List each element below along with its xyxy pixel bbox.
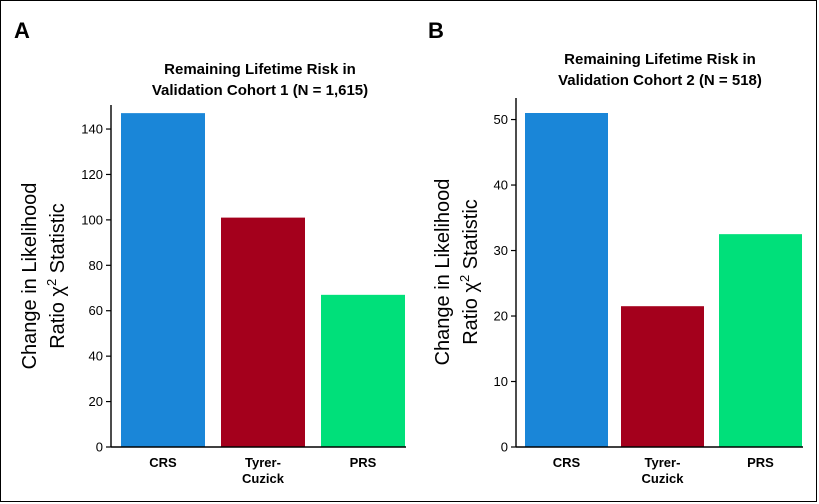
y-tick-label: 0 — [96, 440, 103, 455]
chart-title-line: Validation Cohort 1 (N = 1,615) — [152, 82, 368, 99]
y-tick-label: 0 — [501, 440, 508, 455]
bar-crs — [525, 113, 608, 447]
y-tick-label: 10 — [494, 374, 508, 389]
y-tick-label: 140 — [81, 122, 103, 137]
bar-prs — [719, 234, 802, 447]
y-tick-label: 100 — [81, 212, 103, 227]
x-category-label: CRS — [149, 455, 177, 470]
y-axis-label-line2: Ratio χ2 Statistic — [44, 203, 69, 349]
y-tick-label: 120 — [81, 167, 103, 182]
y-axis-label-line1: Change in Likelihood — [432, 179, 454, 366]
y-tick-label: 40 — [89, 349, 103, 364]
chart-panel-a: A Remaining Lifetime Risk in Validation Co… — [14, 18, 406, 486]
y-axis-label-line2: Ratio χ2 Statistic — [457, 199, 482, 345]
x-category-label: Tyrer- — [245, 455, 281, 470]
y-tick-label: 20 — [494, 309, 508, 324]
chart-panel-b: B Remaining Lifetime Risk in Validation Co… — [428, 18, 803, 486]
y-axis-label-line1: Change in Likelihood — [19, 183, 41, 370]
panel-label: A — [14, 18, 30, 43]
x-category-label: CRS — [553, 455, 581, 470]
y-tick-label: 50 — [494, 112, 508, 127]
x-category-label: Cuzick — [642, 471, 685, 486]
y-tick-label: 40 — [494, 178, 508, 193]
chart-title-line: Remaining Lifetime Risk in — [564, 51, 756, 68]
chart-title-line: Validation Cohort 2 (N = 518) — [558, 72, 762, 89]
bar-tyrer-cuzick — [621, 306, 704, 447]
chart-title-line: Remaining Lifetime Risk in — [164, 61, 356, 78]
panel-label: B — [428, 18, 444, 43]
y-tick-label: 30 — [494, 243, 508, 258]
bar-tyrer-cuzick — [221, 217, 305, 447]
y-tick-label: 80 — [89, 258, 103, 273]
x-category-label: PRS — [747, 455, 774, 470]
y-tick-label: 60 — [89, 303, 103, 318]
x-category-label: Cuzick — [242, 471, 285, 486]
x-category-label: Tyrer- — [645, 455, 681, 470]
y-tick-label: 20 — [89, 394, 103, 409]
x-category-label: PRS — [350, 455, 377, 470]
bar-crs — [121, 113, 205, 447]
bar-prs — [321, 294, 405, 447]
